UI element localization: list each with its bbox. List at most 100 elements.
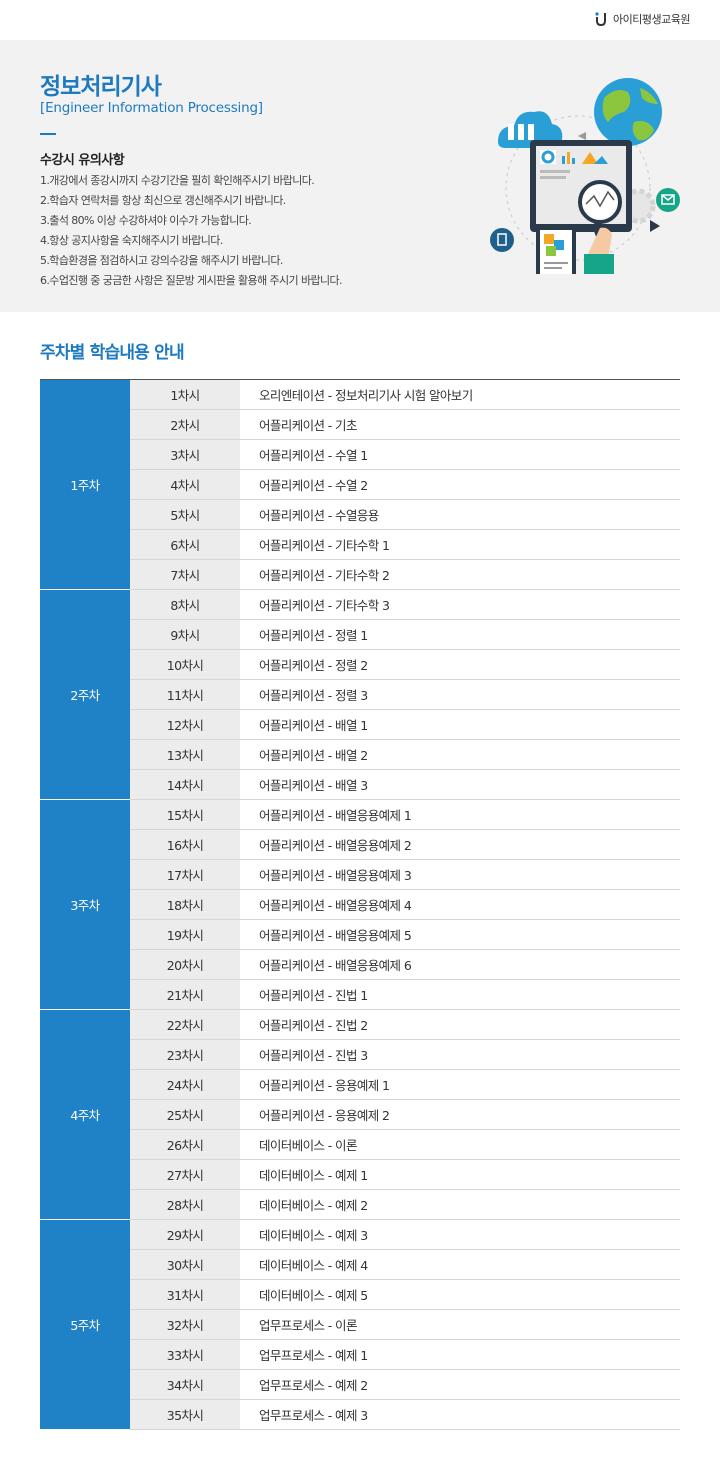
session-topic: 데이터베이스 - 예제 4 — [240, 1249, 680, 1280]
table-row: 21차시 어플리케이션 - 진법 1 — [40, 979, 680, 1010]
session-label: 14차시 — [130, 769, 240, 800]
weekly-schedule-table: 1주차 1차시 오리엔테이션 - 정보처리기사 시험 알아보기 2차시 어플리케… — [40, 379, 680, 1430]
table-row: 5차시 어플리케이션 - 수열응용 — [40, 499, 680, 530]
table-row: 32차시 업무프로세스 - 이론 — [40, 1309, 680, 1340]
session-label: 22차시 — [130, 1009, 240, 1040]
session-topic: 어플리케이션 - 배열응용예제 6 — [240, 949, 680, 980]
table-row: 4주차 22차시 어플리케이션 - 진법 2 — [40, 1009, 680, 1220]
session-topic: 어플리케이션 - 응용예제 2 — [240, 1099, 680, 1130]
brand[interactable]: 아이티평생교육원 — [594, 11, 690, 27]
table-row: 13차시 어플리케이션 - 배열 2 — [40, 739, 680, 770]
week-label: 3주차 — [40, 799, 130, 1010]
table-row: 11차시 어플리케이션 - 정렬 3 — [40, 679, 680, 710]
notice-item: 5.학습환경을 점검하시고 강의수강을 해주시기 바랍니다. — [40, 254, 283, 267]
session-topic: 업무프로세스 - 예제 1 — [240, 1339, 680, 1370]
brand-name: 아이티평생교육원 — [613, 13, 690, 26]
session-topic: 어플리케이션 - 배열응용예제 4 — [240, 889, 680, 920]
page-title: 정보처리기사 — [40, 74, 162, 100]
session-label: 31차시 — [130, 1279, 240, 1310]
brand-logo-icon — [595, 12, 607, 27]
session-topic: 데이터베이스 - 예제 3 — [240, 1219, 680, 1250]
session-topic: 어플리케이션 - 진법 1 — [240, 979, 680, 1010]
page-subtitle: [Engineer Information Processing] — [40, 100, 263, 116]
session-label: 16차시 — [130, 829, 240, 860]
table-row: 5주차 29차시 데이터베이스 - 예제 3 — [40, 1219, 680, 1430]
session-topic: 어플리케이션 - 진법 3 — [240, 1039, 680, 1070]
session-label: 25차시 — [130, 1099, 240, 1130]
session-label: 26차시 — [130, 1129, 240, 1160]
session-topic: 어플리케이션 - 기타수학 2 — [240, 559, 680, 590]
session-label: 34차시 — [130, 1369, 240, 1400]
table-row: 18차시 어플리케이션 - 배열응용예제 4 — [40, 889, 680, 920]
session-label: 35차시 — [130, 1399, 240, 1430]
data-analysis-illustration-icon — [490, 78, 680, 274]
top-bar: 아이티평생교육원 — [0, 0, 720, 40]
session-label: 9차시 — [130, 619, 240, 650]
table-row: 1주차 1차시 오리엔테이션 - 정보처리기사 시험 알아보기 — [40, 379, 680, 590]
table-row: 10차시 어플리케이션 - 정렬 2 — [40, 649, 680, 680]
session-label: 21차시 — [130, 979, 240, 1010]
session-label: 27차시 — [130, 1159, 240, 1190]
session-label: 6차시 — [130, 529, 240, 560]
session-topic: 어플리케이션 - 배열 1 — [240, 709, 680, 740]
session-topic: 업무프로세스 - 이론 — [240, 1309, 680, 1340]
session-topic: 어플리케이션 - 배열 2 — [240, 739, 680, 770]
notice-item: 6.수업진행 중 궁금한 사항은 질문방 게시판을 활용해 주시기 바랍니다. — [40, 274, 343, 287]
session-label: 19차시 — [130, 919, 240, 950]
table-row: 23차시 어플리케이션 - 진법 3 — [40, 1039, 680, 1070]
session-label: 3차시 — [130, 439, 240, 470]
session-label: 15차시 — [130, 799, 240, 830]
session-label: 32차시 — [130, 1309, 240, 1340]
session-topic: 어플리케이션 - 배열응용예제 2 — [240, 829, 680, 860]
session-label: 23차시 — [130, 1039, 240, 1070]
table-row: 30차시 데이터베이스 - 예제 4 — [40, 1249, 680, 1280]
session-label: 24차시 — [130, 1069, 240, 1100]
session-topic: 어플리케이션 - 정렬 2 — [240, 649, 680, 680]
table-row: 27차시 데이터베이스 - 예제 1 — [40, 1159, 680, 1190]
table-row: 26차시 데이터베이스 - 이론 — [40, 1129, 680, 1160]
notice-list: 1.개강에서 종강시까지 수강기간을 필히 확인해주시기 바랍니다. 2.학습자… — [40, 171, 343, 291]
session-label: 28차시 — [130, 1189, 240, 1220]
session-topic: 어플리케이션 - 기타수학 3 — [240, 589, 680, 620]
course-hero: 정보처리기사 [Engineer Information Processing]… — [0, 40, 720, 312]
session-topic: 데이터베이스 - 예제 2 — [240, 1189, 680, 1220]
session-topic: 어플리케이션 - 정렬 3 — [240, 679, 680, 710]
session-topic: 어플리케이션 - 수열응용 — [240, 499, 680, 530]
session-topic: 오리엔테이션 - 정보처리기사 시험 알아보기 — [240, 379, 680, 410]
table-row: 9차시 어플리케이션 - 정렬 1 — [40, 619, 680, 650]
session-label: 5차시 — [130, 499, 240, 530]
table-row: 24차시 어플리케이션 - 응용예제 1 — [40, 1069, 680, 1100]
table-row: 6차시 어플리케이션 - 기타수학 1 — [40, 529, 680, 560]
session-topic: 데이터베이스 - 예제 5 — [240, 1279, 680, 1310]
table-row: 16차시 어플리케이션 - 배열응용예제 2 — [40, 829, 680, 860]
session-label: 13차시 — [130, 739, 240, 770]
week-label: 5주차 — [40, 1219, 130, 1430]
table-row: 3차시 어플리케이션 - 수열 1 — [40, 439, 680, 470]
table-row: 2차시 어플리케이션 - 기초 — [40, 409, 680, 440]
session-label: 7차시 — [130, 559, 240, 590]
session-topic: 어플리케이션 - 기초 — [240, 409, 680, 440]
session-label: 17차시 — [130, 859, 240, 890]
notice-item: 3.출석 80% 이상 수강하셔야 이수가 가능합니다. — [40, 214, 252, 227]
session-topic: 데이터베이스 - 이론 — [240, 1129, 680, 1160]
session-label: 29차시 — [130, 1219, 240, 1250]
session-label: 8차시 — [130, 589, 240, 620]
session-topic: 어플리케이션 - 기타수학 1 — [240, 529, 680, 560]
notice-item: 4.항상 공지사항을 숙지해주시기 바랍니다. — [40, 234, 223, 247]
session-topic: 어플리케이션 - 수열 1 — [240, 439, 680, 470]
table-row: 25차시 어플리케이션 - 응용예제 2 — [40, 1099, 680, 1130]
session-label: 30차시 — [130, 1249, 240, 1280]
session-label: 11차시 — [130, 679, 240, 710]
table-row: 34차시 업무프로세스 - 예제 2 — [40, 1369, 680, 1400]
table-row: 20차시 어플리케이션 - 배열응용예제 6 — [40, 949, 680, 980]
table-row: 4차시 어플리케이션 - 수열 2 — [40, 469, 680, 500]
session-label: 18차시 — [130, 889, 240, 920]
week-label: 4주차 — [40, 1009, 130, 1220]
session-topic: 어플리케이션 - 진법 2 — [240, 1009, 680, 1040]
table-row: 2주차 8차시 어플리케이션 - 기타수학 3 — [40, 589, 680, 800]
notice-item: 2.학습자 연락처를 항상 최신으로 갱신해주시기 바랍니다. — [40, 194, 286, 207]
session-topic: 업무프로세스 - 예제 2 — [240, 1369, 680, 1400]
title-underline — [40, 133, 56, 135]
session-topic: 어플리케이션 - 배열 3 — [240, 769, 680, 800]
table-row: 7차시 어플리케이션 - 기타수학 2 — [40, 559, 680, 590]
